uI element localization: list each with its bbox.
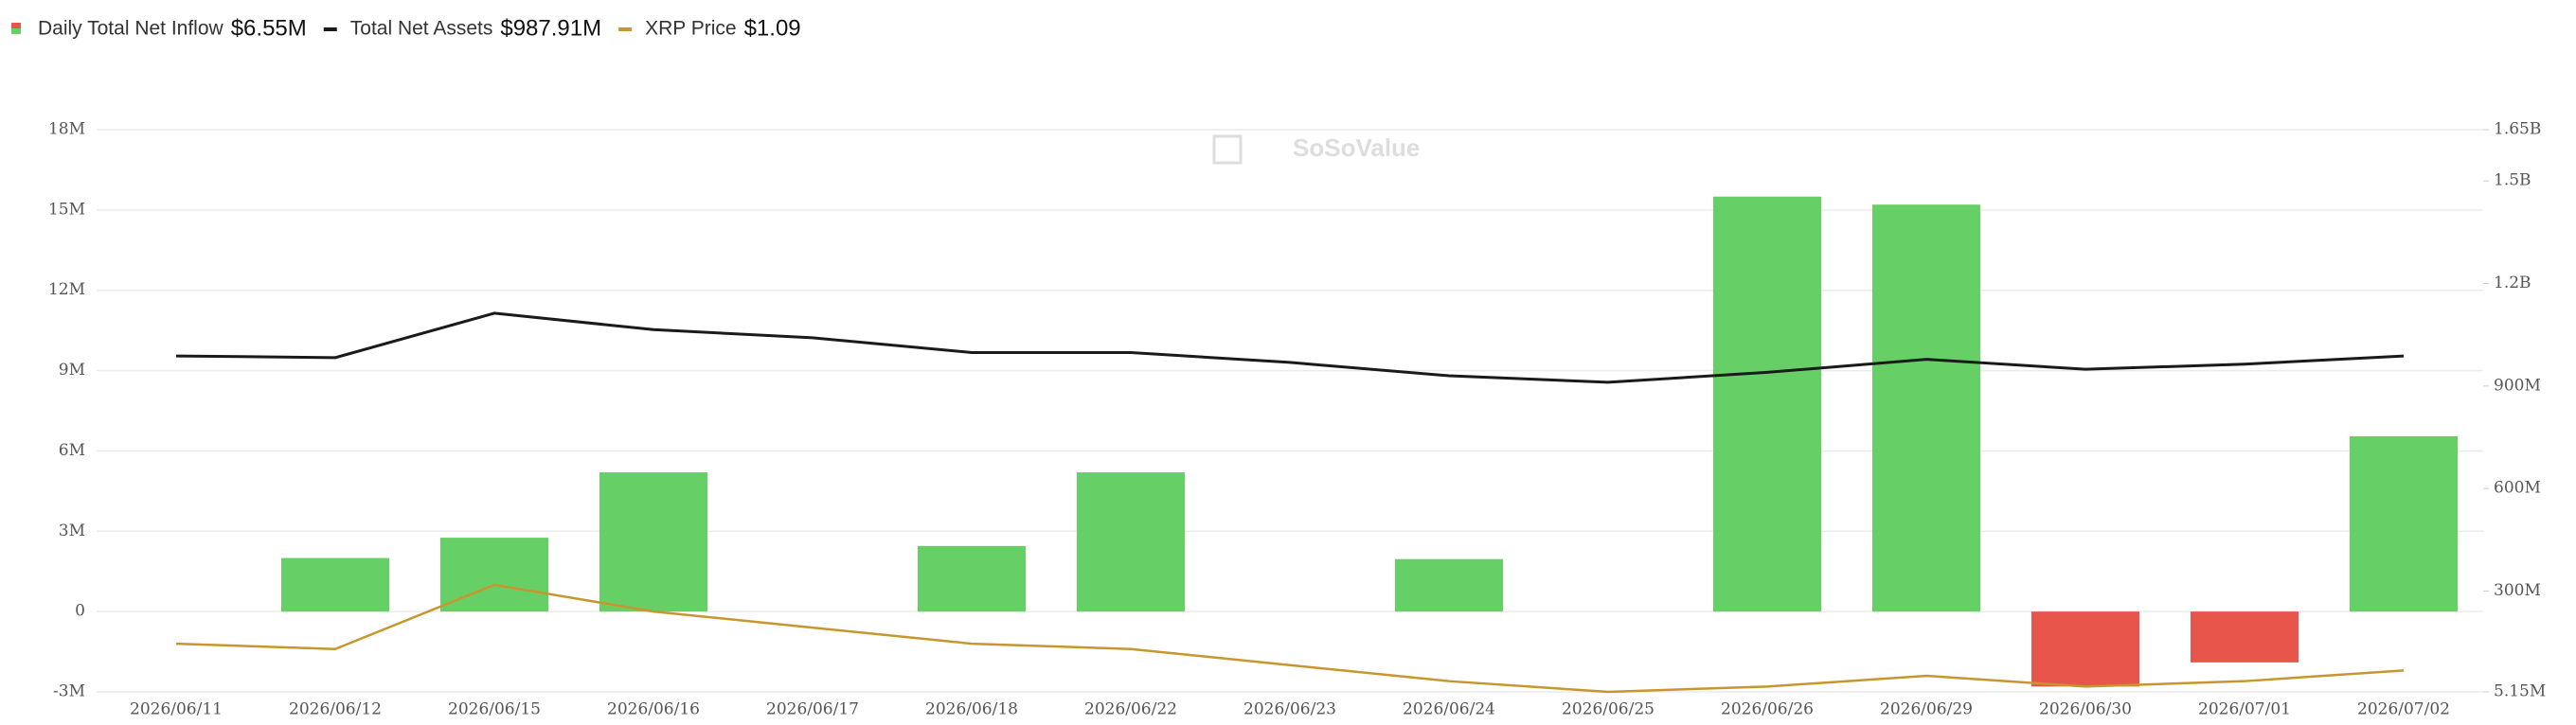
y2-tick-label: 300M <box>2494 581 2541 600</box>
bar <box>2350 435 2458 612</box>
x-tick-label: 2026/06/26 <box>1721 700 1814 719</box>
x-tick-label: 2026/07/01 <box>2198 700 2291 719</box>
y-tick-label: 12M <box>48 280 85 299</box>
x-tick-label: 2026/06/22 <box>1084 700 1177 719</box>
legend-marker <box>11 28 21 34</box>
bar <box>1872 204 1980 612</box>
y-tick-label: 18M <box>48 120 85 139</box>
watermark-logo <box>1212 134 1243 165</box>
bar <box>918 545 1026 612</box>
y-tick-label: 0 <box>75 602 85 621</box>
watermark: SoSoValue <box>1293 133 1420 162</box>
y-tick-label: 9M <box>59 361 85 380</box>
x-tick-label: 2026/06/17 <box>766 700 859 719</box>
bar <box>2191 611 2299 663</box>
legend-value: $987.91M <box>500 15 601 41</box>
legend-marker <box>618 27 633 31</box>
y-tick-label: -3M <box>53 682 85 701</box>
legend-value: $6.55M <box>231 15 307 41</box>
y2-tick-label: 5.15M <box>2494 682 2546 701</box>
y2-tick-label: 600M <box>2494 479 2541 498</box>
bar <box>2031 611 2139 687</box>
x-tick-label: 2026/06/11 <box>130 700 223 719</box>
y2-tick-label: 1.65B <box>2494 120 2541 139</box>
x-tick-label: 2026/06/29 <box>1880 700 1973 719</box>
bar <box>1713 196 1821 612</box>
bar <box>599 472 707 612</box>
y2-tick-label: 900M <box>2494 376 2541 395</box>
x-tick-label: 2026/06/30 <box>2039 700 2132 719</box>
x-tick-label: 2026/06/16 <box>607 700 700 719</box>
y-tick-label: 3M <box>59 522 85 540</box>
y-tick-label: 6M <box>59 441 85 460</box>
x-tick-label: 2026/07/02 <box>2357 700 2450 719</box>
legend-value: $1.09 <box>744 15 801 41</box>
x-tick-label: 2026/06/15 <box>448 700 541 719</box>
line <box>175 311 2405 384</box>
bar <box>1077 472 1185 612</box>
x-tick-label: 2026/06/18 <box>925 700 1018 719</box>
y2-tick-label: 1.5B <box>2494 171 2531 190</box>
x-tick-label: 2026/06/25 <box>1562 700 1655 719</box>
legend-label: Total Net Assets <box>350 18 493 40</box>
y-tick-label: 15M <box>48 200 85 219</box>
legend-label: Daily Total Net Inflow <box>38 18 224 40</box>
x-tick-label: 2026/06/23 <box>1243 700 1336 719</box>
legend-marker <box>11 23 21 28</box>
x-tick-label: 2026/06/24 <box>1403 700 1495 719</box>
bar <box>1395 558 1503 612</box>
x-tick-label: 2026/06/12 <box>289 700 382 719</box>
legend-marker <box>323 27 337 31</box>
line <box>175 583 2405 694</box>
bar <box>281 557 389 612</box>
y2-tick-label: 1.2B <box>2494 274 2531 292</box>
legend-label: XRP Price <box>645 18 736 40</box>
